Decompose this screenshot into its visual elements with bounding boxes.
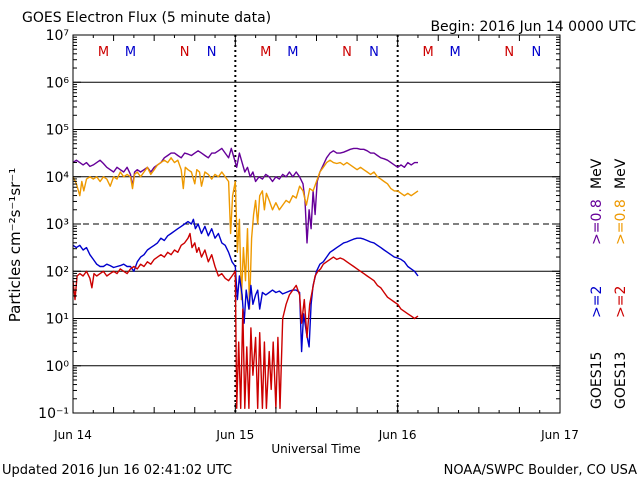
y-tick-label: 10⁵ <box>46 123 69 139</box>
noon-midnight-marker: N <box>531 45 541 60</box>
legend-unit-mev: MeV <box>589 158 605 189</box>
y-tick-label: 10⁴ <box>46 170 70 186</box>
legend: GOES15 GOES13 >=2 >=2 >=0.8 >=0.8 MeV Me… <box>589 158 629 409</box>
x-tick-label: Jun 14 <box>53 428 92 442</box>
y-tick-label: 10² <box>46 264 69 280</box>
y-tick-label: 10⁷ <box>46 28 69 44</box>
noon-midnight-marker: M <box>287 45 298 60</box>
x-tick-label: Jun 15 <box>215 428 254 442</box>
day-dividers <box>234 35 399 413</box>
series-line-1 <box>72 147 418 244</box>
y-tick-label: 10¹ <box>46 312 69 328</box>
series-line-2 <box>72 157 419 310</box>
y-tick-label: 10⁶ <box>46 75 70 91</box>
noon-midnight-marker: M <box>450 45 461 60</box>
noon-midnight-marker: M <box>260 45 271 60</box>
noon-midnight-marker: M <box>98 45 109 60</box>
series-line-3 <box>72 218 419 353</box>
legend-unit-mev-2: MeV <box>613 158 629 189</box>
data-series <box>72 147 419 409</box>
updated-timestamp: Updated 2016 Jun 16 02:41:02 UTC <box>2 463 232 478</box>
noon-midnight-marker: N <box>207 45 217 60</box>
noon-midnight-marker: M <box>422 45 433 60</box>
legend-goes15-2mev: >=2 <box>589 286 605 318</box>
begin-date: Begin: 2016 Jun 14 0000 UTC <box>430 19 636 35</box>
noon-midnight-marker: N <box>180 45 190 60</box>
noon-midnight-marker: N <box>504 45 514 60</box>
legend-goes13-label: GOES13 <box>613 352 629 409</box>
credit-text: NOAA/SWPC Boulder, CO USA <box>444 463 637 478</box>
x-axis-ticks: Jun 14 Jun 15 Jun 16 Jun 17 <box>53 35 579 442</box>
noon-midnight-marker: M <box>125 45 136 60</box>
y-tick-label: 10³ <box>46 217 69 233</box>
chart-title: GOES Electron Flux (5 minute data) <box>22 10 271 26</box>
noon-midnight-marker: N <box>369 45 379 60</box>
x-tick-label: Jun 17 <box>540 428 579 442</box>
noon-midnight-marker: N <box>342 45 352 60</box>
legend-goes13-0.8mev: >=0.8 <box>613 199 629 245</box>
legend-goes15-label: GOES15 <box>589 352 605 409</box>
legend-goes15-0.8mev: >=0.8 <box>589 199 605 245</box>
y-tick-label: 10⁻¹ <box>38 406 69 422</box>
x-axis-label: Universal Time <box>271 442 360 456</box>
grid-lines <box>73 81 560 367</box>
x-tick-label: Jun 16 <box>378 428 417 442</box>
legend-goes13-2mev: >=2 <box>613 286 629 318</box>
y-tick-label: 10⁰ <box>46 359 70 375</box>
y-axis-label: Particles cm⁻²s⁻¹sr⁻¹ <box>6 168 24 322</box>
y-axis-ticks: 10⁻¹ 10⁰ 10¹ 10² 10³ 10⁴ 10⁵ 10⁶ 10⁷ <box>38 28 560 422</box>
series-line-4 <box>72 232 419 409</box>
